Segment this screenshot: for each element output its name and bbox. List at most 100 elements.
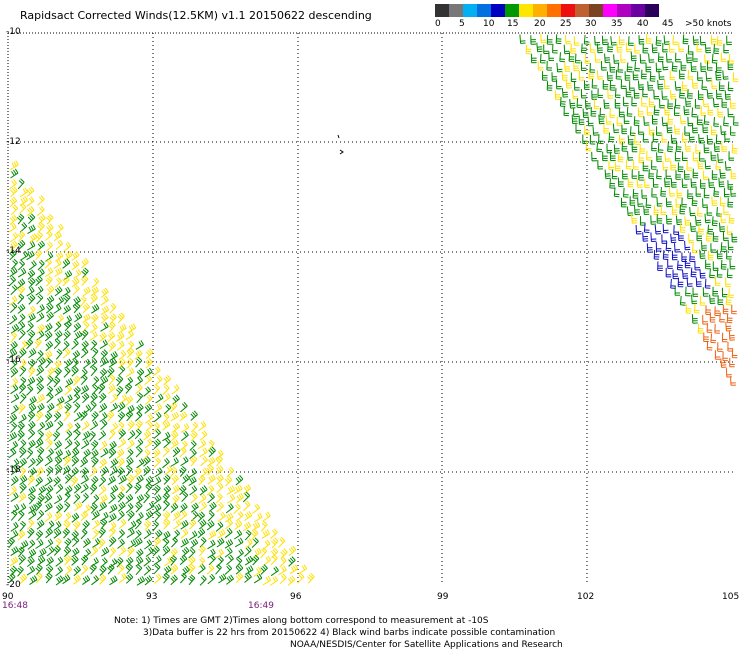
- wind-barb: [610, 36, 617, 46]
- wind-barb: [63, 241, 71, 252]
- wind-barb: [699, 269, 706, 279]
- wind-barb: [107, 366, 115, 378]
- wind-barb: [656, 197, 663, 207]
- wind-barb: [126, 528, 135, 539]
- wind-barb: [26, 286, 35, 297]
- wind-barb: [731, 304, 737, 315]
- wind-barb: [180, 401, 188, 413]
- wind-barb: [56, 396, 65, 406]
- wind-barb: [179, 554, 188, 566]
- wind-barb: [27, 224, 36, 235]
- wind-barb: [91, 375, 100, 387]
- wind-barb: [82, 358, 91, 369]
- wind-barb: [55, 223, 64, 234]
- wind-barb: [16, 213, 25, 225]
- wind-barb: [224, 547, 233, 558]
- wind-barb: [704, 278, 711, 289]
- wind-barb: [80, 474, 89, 485]
- wind-barb: [242, 491, 251, 503]
- wind-barb: [108, 374, 116, 386]
- wind-barb: [667, 259, 673, 269]
- legend-swatch: [589, 4, 603, 17]
- wind-barb: [719, 222, 726, 233]
- wind-barb: [91, 510, 100, 521]
- wind-barb: [224, 527, 233, 539]
- wind-barb: [10, 323, 20, 334]
- wind-barb: [143, 456, 151, 467]
- wind-barb: [682, 269, 689, 279]
- wind-barb: [705, 259, 711, 270]
- wind-barb: [37, 555, 46, 566]
- wind-barb: [677, 277, 684, 288]
- wind-barb: [217, 511, 226, 522]
- wind-barb: [10, 186, 18, 197]
- wind-barb: [35, 410, 44, 422]
- wind-barb: [135, 564, 143, 576]
- wind-barb: [99, 368, 108, 379]
- wind-barb: [627, 177, 634, 188]
- wind-barb: [125, 573, 134, 584]
- wind-barb: [36, 304, 45, 314]
- wind-barb: [676, 260, 683, 271]
- wind-barb: [699, 249, 706, 259]
- wind-barb: [100, 295, 109, 306]
- wind-barb: [570, 44, 577, 54]
- wind-barb: [17, 303, 26, 314]
- wind-barb: [108, 527, 116, 538]
- wind-barb: [82, 302, 90, 314]
- wind-barb: [260, 547, 268, 559]
- wind-barb: [730, 187, 737, 197]
- wind-barb: [546, 35, 553, 45]
- wind-barb: [26, 376, 36, 387]
- wind-barb: [216, 537, 225, 548]
- wind-barb: [136, 392, 144, 404]
- wind-barb: [643, 116, 650, 126]
- wind-barb: [145, 510, 154, 521]
- wind-barb: [697, 206, 703, 217]
- wind-barb: [625, 87, 632, 98]
- wind-barb: [712, 232, 719, 242]
- wind-barb: [244, 529, 252, 541]
- wind-barb: [662, 223, 669, 234]
- legend-label: 20: [534, 19, 546, 29]
- wind-barb: [584, 54, 591, 64]
- wind-barb: [236, 493, 245, 504]
- wind-barb: [80, 329, 89, 341]
- wind-barb: [154, 375, 163, 386]
- wind-barb: [89, 323, 98, 334]
- wind-barb: [34, 338, 42, 349]
- wind-barb: [655, 62, 662, 73]
- wind-barb: [162, 492, 170, 503]
- wind-barb: [719, 169, 726, 179]
- wind-barb: [144, 539, 153, 550]
- wind-barb: [37, 357, 46, 368]
- wind-barb: [575, 53, 581, 64]
- wind-barb: [80, 457, 89, 468]
- wind-barb: [704, 159, 711, 170]
- wind-barb: [665, 241, 672, 252]
- wind-barb: [198, 557, 206, 568]
- wind-barb: [729, 357, 735, 368]
- wind-barb: [126, 357, 134, 369]
- legend-swatch: [645, 4, 659, 17]
- wind-barb: [642, 87, 648, 98]
- wind-barb: [46, 392, 54, 404]
- wind-barb: [118, 365, 126, 377]
- wind-barb: [99, 412, 108, 423]
- wind-barb: [18, 554, 26, 565]
- wind-barb: [656, 126, 662, 136]
- wind-barb: [703, 188, 710, 199]
- wind-barb: [71, 358, 79, 369]
- wind-barb: [52, 430, 61, 442]
- wind-barb: [655, 36, 662, 46]
- wind-barb: [597, 88, 604, 99]
- wind-barb: [26, 196, 35, 207]
- wind-barb: [26, 186, 35, 197]
- wind-barb: [117, 402, 126, 413]
- wind-barb: [171, 384, 180, 395]
- wind-barb: [612, 123, 620, 134]
- wind-barb: [117, 563, 125, 575]
- wind-barb: [170, 411, 180, 422]
- wind-barb: [546, 60, 553, 71]
- wind-barb: [627, 135, 634, 145]
